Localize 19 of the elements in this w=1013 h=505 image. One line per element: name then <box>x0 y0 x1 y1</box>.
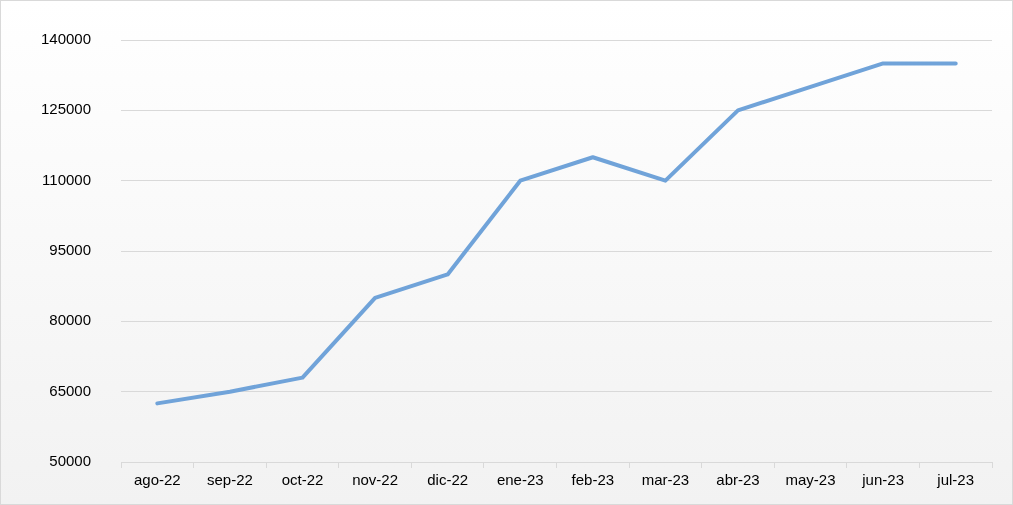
x-tick-label: nov-22 <box>352 471 399 489</box>
x-tick-label: abr-23 <box>716 471 760 489</box>
x-tick-label: feb-23 <box>571 471 615 489</box>
x-tick-label: dic-22 <box>427 471 469 489</box>
x-tick-label: jul-23 <box>936 471 975 489</box>
x-tick-label: ene-23 <box>496 471 544 489</box>
x-tick-label: ago-22 <box>133 471 181 489</box>
y-tick-label: 80000 <box>49 311 92 329</box>
y-tick-label: 95000 <box>49 241 92 259</box>
y-tick-label: 125000 <box>40 100 92 118</box>
y-tick-label: 65000 <box>49 381 92 399</box>
x-tick-label: may-23 <box>785 471 836 489</box>
x-tick-label: jun-23 <box>861 471 904 489</box>
x-tick-label: sep-22 <box>206 471 253 489</box>
x-tick-label: mar-23 <box>641 471 690 489</box>
y-tick-label: 140000 <box>40 30 92 48</box>
y-tick-label: 110000 <box>42 170 92 188</box>
y-tick-label: 50000 <box>49 452 92 470</box>
x-tick-label: oct-22 <box>281 471 324 489</box>
